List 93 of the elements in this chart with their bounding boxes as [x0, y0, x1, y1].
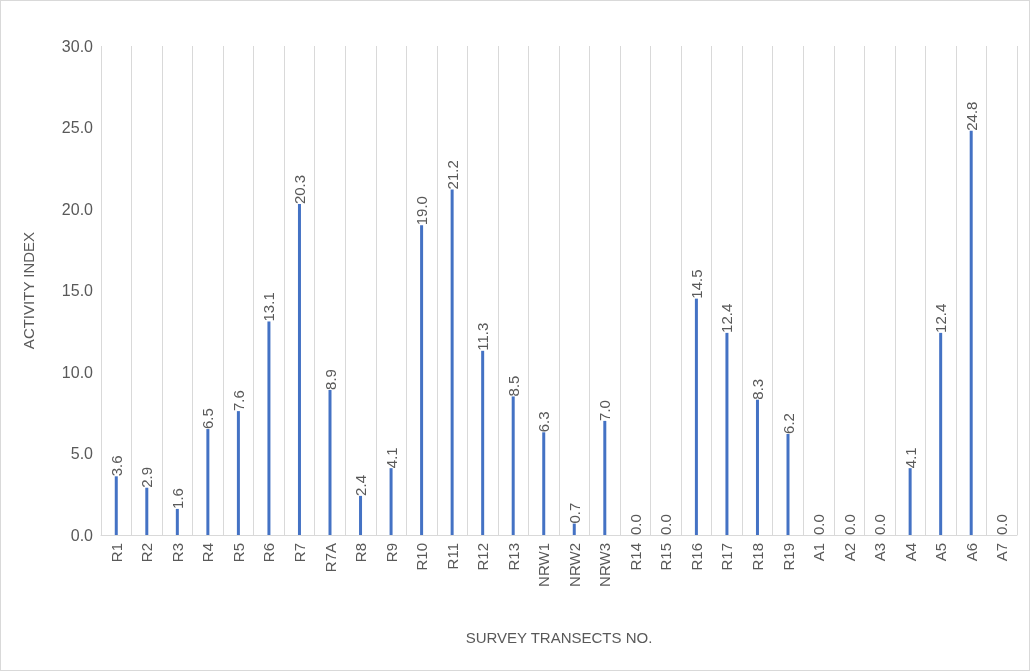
x-tick-label: A3 [871, 543, 889, 562]
y-tick-label: 5.0 [70, 445, 94, 462]
y-tick-label: 30.0 [61, 37, 94, 55]
bar [786, 433, 790, 535]
bar [511, 396, 515, 535]
x-tick-label: R18 [748, 543, 766, 571]
x-tick-label: R8 [352, 543, 370, 563]
x-tick-label: NRW1 [535, 543, 553, 587]
x-tick-label: R7A [321, 543, 339, 573]
data-label: 13.1 [260, 292, 278, 322]
x-tick-label: R7 [290, 543, 308, 563]
data-label: 11.3 [474, 322, 492, 351]
data-label: 0.0 [626, 514, 644, 535]
data-label: 6.5 [199, 408, 217, 430]
data-label: 0.7 [565, 502, 583, 524]
data-label: 8.9 [321, 369, 339, 390]
data-label: 8.3 [748, 378, 766, 400]
x-tick-label: A6 [962, 543, 980, 562]
x-tick-label: R9 [382, 543, 400, 563]
data-label: 1.6 [168, 488, 186, 509]
data-label: 2.9 [138, 466, 156, 488]
x-tick-label: R19 [779, 543, 797, 571]
x-tick-label: R17 [718, 543, 736, 571]
data-label: 7.6 [229, 390, 247, 412]
bar [175, 508, 179, 535]
data-label: 2.4 [352, 475, 370, 496]
y-tick-label: 25.0 [61, 119, 94, 136]
data-label: 4.1 [901, 447, 919, 469]
data-label: 0.0 [840, 514, 858, 535]
bar [145, 487, 149, 535]
data-label: 7.0 [596, 400, 614, 421]
bar [236, 411, 240, 535]
x-tick-label: R1 [107, 543, 125, 563]
x-tick-label: R3 [168, 543, 186, 563]
y-axis-title: ACTIVITY INDEX [20, 231, 37, 350]
bar [755, 399, 759, 535]
data-label: 6.2 [779, 413, 797, 434]
x-tick-label: NRW2 [565, 543, 583, 587]
data-label: 8.5 [504, 375, 522, 397]
data-label: 24.8 [962, 101, 980, 131]
bar [939, 332, 943, 535]
bar [969, 130, 973, 535]
bar [206, 429, 210, 535]
data-label: 0.0 [657, 514, 675, 535]
x-tick-label: NRW3 [596, 543, 614, 587]
y-tick-label: 20.0 [61, 200, 94, 218]
x-tick-label: R4 [199, 543, 217, 563]
x-tick-label: R6 [260, 543, 278, 563]
data-label: 0.0 [810, 514, 828, 535]
data-label: 6.3 [535, 411, 553, 433]
data-label: 20.3 [290, 174, 308, 205]
y-tick-label: 15.0 [61, 282, 94, 299]
bar [267, 321, 271, 535]
x-tick-label: R12 [474, 543, 492, 571]
bar [450, 189, 454, 535]
x-tick-label: R11 [443, 543, 461, 570]
bar [389, 468, 393, 535]
x-tick-label: R15 [657, 543, 675, 571]
x-tick-label: R5 [229, 543, 247, 563]
data-label: 21.2 [443, 160, 461, 190]
data-label: 14.5 [687, 269, 705, 299]
data-label: 0.0 [993, 514, 1011, 535]
x-tick-label: R2 [138, 543, 156, 563]
bar [908, 468, 912, 535]
y-tick-label: 0.0 [70, 526, 94, 544]
data-label: 12.4 [718, 303, 736, 333]
bar [725, 332, 729, 535]
bar [481, 350, 485, 535]
data-label: 19.0 [413, 196, 431, 226]
data-label: 0.0 [871, 514, 889, 535]
x-tick-label: A1 [810, 543, 828, 562]
bar [328, 389, 332, 535]
x-axis-title: SURVEY TRANSECTS NO. [465, 629, 653, 646]
x-tick-label: R16 [687, 543, 705, 571]
bar [297, 204, 301, 535]
data-label: 4.1 [382, 447, 400, 469]
bar [603, 420, 607, 535]
x-tick-label: R10 [413, 543, 431, 571]
x-tick-label: R14 [626, 543, 644, 571]
data-label: 12.4 [932, 303, 950, 333]
x-tick-label: A5 [932, 543, 950, 562]
data-label: 3.6 [107, 455, 125, 477]
y-tick-label: 10.0 [61, 363, 94, 381]
bar [420, 225, 424, 535]
bar [114, 476, 118, 535]
bar [572, 523, 576, 535]
bar [542, 432, 546, 535]
x-tick-label: A4 [901, 543, 919, 562]
x-tick-label: A2 [840, 543, 858, 562]
x-tick-label: R13 [504, 543, 522, 571]
x-tick-label: A7 [993, 543, 1011, 562]
bar [359, 495, 363, 535]
bar [694, 298, 698, 535]
